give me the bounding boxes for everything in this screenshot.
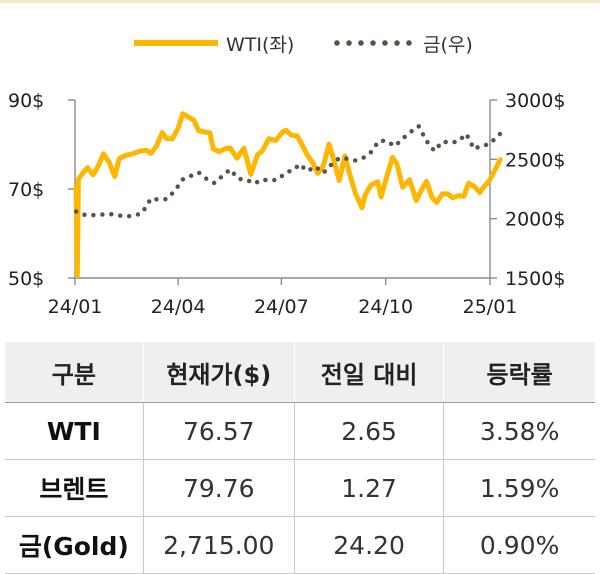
table-cell: 2,715.00	[143, 516, 295, 574]
left-y-tick-label: 50$	[8, 268, 44, 290]
price-chart: 90$ 70$ 50$ 3000$ 2500$ 2000$ 1500$ 24/01 24/04 2…	[8, 90, 565, 318]
legend-label-wti: WTI(좌)	[226, 33, 295, 56]
x-tick-label: 24/10	[358, 296, 413, 318]
right-y-tick-label: 2000$	[505, 209, 565, 231]
right-y-tick-label: 1500$	[505, 268, 565, 290]
right-y-tick-label: 2500$	[505, 149, 565, 171]
legend-solid-line-swatch	[134, 40, 218, 46]
table-header-row: 구분 현재가($) 전일 대비 등락률	[5, 342, 595, 403]
x-tick-label: 24/01	[48, 296, 103, 318]
table-cell: 79.76	[143, 459, 295, 517]
table-row-label: 브렌트	[5, 459, 144, 517]
table-row-label: WTI	[5, 402, 144, 460]
table-cell: 2.65	[294, 402, 445, 460]
table-cell: 1.27	[294, 459, 445, 517]
table-header-cell: 등락률	[443, 342, 595, 403]
table-cell: 3.58%	[443, 402, 595, 460]
table-header-cell: 전일 대비	[294, 342, 445, 403]
x-tick-label: 24/04	[151, 296, 206, 318]
table-cell: 24.20	[294, 516, 445, 574]
left-y-tick-label: 70$	[8, 179, 44, 201]
right-y-tick-label: 3000$	[505, 90, 565, 112]
x-tick-label: 25/01	[463, 296, 518, 318]
price-summary-table: 구분 현재가($) 전일 대비 등락률 WTI 76.57 2.65 3.58%…	[5, 342, 595, 574]
x-tick-label: 24/07	[254, 296, 309, 318]
table-row: 금(Gold) 2,715.00 24.20 0.90%	[5, 516, 595, 574]
table-row-label: 금(Gold)	[5, 516, 144, 574]
table-header-cell: 현재가($)	[143, 342, 295, 403]
table-cell: 1.59%	[443, 459, 595, 517]
legend-dotted-line-swatch	[331, 40, 415, 46]
left-y-tick-label: 90$	[8, 90, 44, 112]
table-row: 브렌트 79.76 1.27 1.59%	[5, 459, 595, 517]
table-header-cell: 구분	[5, 342, 144, 403]
table-cell: 76.57	[143, 402, 295, 460]
legend-item-gold: 금(우)	[331, 28, 473, 58]
top-accent-line	[0, 0, 600, 3]
legend-label-gold: 금(우)	[423, 33, 473, 56]
table-cell: 0.90%	[443, 516, 595, 574]
legend-item-wti: WTI(좌)	[134, 28, 294, 58]
wti-price-line	[73, 111, 503, 279]
gold-price-line	[73, 122, 503, 219]
chart-legend: WTI(좌) 금(우)	[0, 28, 600, 58]
table-row: WTI 76.57 2.65 3.58%	[5, 402, 595, 460]
